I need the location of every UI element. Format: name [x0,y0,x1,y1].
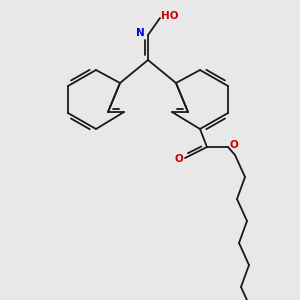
Text: N: N [136,28,145,38]
Text: O: O [230,140,238,150]
Text: O: O [174,154,183,164]
Text: HO: HO [161,11,178,21]
